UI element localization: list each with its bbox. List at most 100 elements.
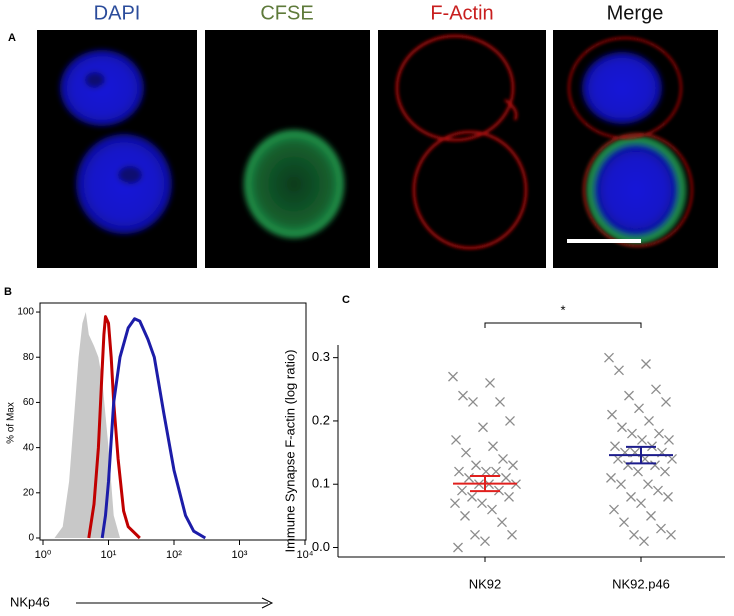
data-point	[616, 479, 626, 490]
plot-frame	[39, 302, 307, 541]
data-point	[609, 504, 619, 515]
data-point	[471, 460, 481, 471]
x-tick-label: NK92.p46	[612, 576, 670, 591]
data-point	[666, 529, 676, 540]
data-point	[488, 441, 498, 452]
data-point	[487, 504, 497, 515]
data-point	[639, 536, 649, 547]
data-point	[491, 466, 501, 477]
data-point	[644, 415, 654, 426]
error-bar	[626, 445, 656, 465]
panel-label: A	[8, 32, 16, 44]
histogram-area	[54, 312, 120, 538]
image-actin	[378, 30, 546, 268]
y-tick-label: 100	[17, 307, 34, 318]
y-tick-label: 60	[23, 397, 35, 408]
x-axis-label: NKp46	[10, 594, 50, 609]
data-point	[505, 415, 515, 426]
channel-title: DAPI	[94, 2, 141, 24]
data-point	[633, 466, 643, 477]
data-point	[464, 472, 474, 483]
y-tick-label: 0	[28, 533, 34, 544]
x-tick-label: NK92	[469, 576, 502, 591]
data-point	[460, 510, 470, 521]
data-point	[478, 422, 488, 433]
data-point	[661, 396, 671, 407]
merge-outlines	[568, 37, 693, 247]
data-point	[468, 396, 478, 407]
data-point	[643, 479, 653, 490]
channel-title: CFSE	[260, 2, 313, 24]
data-point	[451, 434, 461, 445]
arrow-head	[261, 597, 274, 609]
data-point	[508, 460, 518, 471]
data-point	[654, 428, 664, 439]
data-point	[617, 422, 627, 433]
data-point	[480, 536, 490, 547]
data-point	[477, 498, 487, 509]
y-axis-label: Immune Synapse F-actin (log ratio)	[282, 349, 297, 552]
data-point	[457, 485, 467, 496]
data-point	[641, 359, 651, 369]
x-tick-label: 10⁰	[35, 549, 52, 561]
data-point	[481, 466, 491, 477]
data-point	[624, 390, 634, 401]
data-point	[501, 472, 511, 483]
data-point	[656, 523, 666, 534]
data-point	[495, 396, 505, 407]
data-point	[504, 491, 514, 502]
data-point	[637, 434, 647, 445]
merged-cells	[582, 52, 686, 244]
data-point	[634, 403, 644, 414]
data-point	[650, 460, 660, 471]
data-point	[507, 529, 517, 540]
x-tick-label: 10³	[232, 549, 248, 561]
data-point	[626, 491, 636, 502]
data-point	[448, 371, 458, 382]
y-tick-label: 0.1	[312, 476, 330, 491]
error-bar	[470, 474, 500, 493]
cell-outlines	[395, 34, 528, 250]
data-point	[653, 485, 663, 496]
y-tick-label: 40	[23, 442, 35, 453]
panel-label: B	[4, 286, 12, 298]
data-point	[450, 498, 460, 509]
x-tick-label: 10⁴	[297, 549, 314, 561]
data-point	[498, 453, 508, 464]
data-point	[646, 510, 656, 521]
data-point	[636, 498, 646, 509]
data-point	[485, 378, 495, 388]
x-tick-label: 10²	[166, 549, 182, 561]
data-point	[607, 409, 617, 420]
data-point	[470, 529, 480, 540]
data-point	[606, 472, 616, 483]
data-point	[497, 517, 507, 528]
data-point	[467, 491, 477, 502]
data-point	[627, 428, 637, 439]
channel-title: Merge	[607, 2, 664, 24]
data-point	[454, 466, 464, 477]
data-point	[623, 460, 633, 471]
cell-cfse	[244, 130, 344, 238]
x-tick-label: 10¹	[101, 549, 117, 561]
data-point	[619, 517, 629, 528]
panel-label: C	[342, 294, 350, 306]
y-tick-label: 20	[23, 487, 35, 498]
data-point	[651, 384, 661, 395]
data-point	[453, 542, 463, 553]
y-tick-label: 80	[23, 352, 35, 363]
data-point	[614, 365, 624, 376]
significance-bracket	[484, 322, 642, 328]
data-point	[663, 491, 673, 502]
y-axis-label: % of Max	[6, 402, 17, 444]
significance: *	[560, 302, 565, 317]
histogram-line	[87, 315, 141, 540]
data-point	[629, 529, 639, 540]
y-tick-label: 0.0	[312, 539, 330, 554]
data-point	[461, 447, 471, 458]
channel-title: F-Actin	[430, 2, 493, 24]
data-point	[610, 441, 620, 452]
data-point	[664, 434, 674, 445]
y-tick-label: 0.2	[312, 412, 330, 427]
